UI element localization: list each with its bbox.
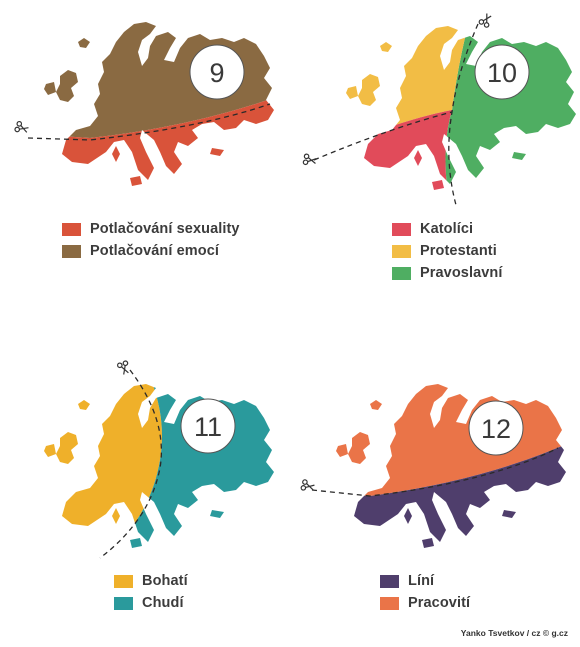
legend: Potlačování sexuality Potlačování emocí	[62, 218, 240, 262]
legend-swatch	[62, 244, 81, 258]
legend-item: Protestanti	[392, 240, 503, 262]
legend: Líní Pracovití	[380, 570, 470, 614]
panel-11: 11 Bohatí Chudí	[0, 340, 290, 630]
legend-label: Líní	[408, 573, 435, 589]
legend-label: Chudí	[142, 595, 184, 611]
europe-map-10: 10	[302, 11, 576, 206]
cut-line	[27, 103, 271, 141]
number-badge	[474, 44, 530, 100]
legend-label: Potlačování sexuality	[90, 221, 240, 237]
scissors-icon	[477, 11, 495, 29]
legend-swatch	[392, 266, 411, 280]
legend-swatch	[380, 596, 399, 610]
legend: Katolíci Protestanti Pravoslavní	[392, 218, 503, 284]
europe-map-11: 11	[44, 359, 274, 559]
panel-10: 10 Katolíci Protestanti Pravoslavní	[290, 0, 580, 300]
cut-line	[311, 447, 559, 497]
legend-item: Potlačování emocí	[62, 240, 240, 262]
legend-item: Pravoslavní	[392, 262, 503, 284]
legend-item: Pracovití	[380, 592, 470, 614]
legend-label: Pracovití	[408, 595, 471, 611]
legend-swatch	[114, 574, 133, 588]
credit: Yanko Tsvetkov / cz © g.cz	[460, 628, 568, 638]
panel-number: 9	[209, 58, 224, 88]
legend-label: Protestanti	[420, 243, 497, 259]
legend-swatch	[62, 222, 81, 236]
legend-swatch	[392, 222, 411, 236]
legend-item: Katolíci	[392, 218, 503, 240]
number-badge	[180, 398, 236, 454]
legend-swatch	[114, 596, 133, 610]
legend-item: Potlačování sexuality	[62, 218, 240, 240]
number-badge	[468, 400, 524, 456]
number-badge	[189, 44, 245, 100]
panel-12: 12 Líní Pracovití	[290, 340, 580, 630]
scissors-icon	[13, 120, 31, 136]
panel-9: 9 Potlačování sexuality Potlačování emoc…	[0, 0, 290, 300]
legend-item: Líní	[380, 570, 470, 592]
scissors-icon	[116, 359, 132, 377]
legend: Bohatí Chudí	[114, 570, 188, 614]
legend-label: Bohatí	[142, 573, 188, 589]
legend-item: Bohatí	[114, 570, 188, 592]
europe-map-9: 9	[13, 22, 274, 186]
legend-label: Potlačování emocí	[90, 243, 220, 259]
legend-label: Pravoslavní	[420, 265, 503, 281]
panel-number: 11	[194, 412, 222, 442]
europe-map-12: 12	[300, 384, 566, 548]
legend-item: Chudí	[114, 592, 188, 614]
cut-line	[313, 111, 453, 161]
legend-label: Katolíci	[420, 221, 474, 237]
legend-swatch	[392, 244, 411, 258]
cut-line	[99, 369, 163, 559]
panel-number: 10	[487, 58, 517, 88]
panel-number: 12	[481, 414, 511, 444]
legend-swatch	[380, 574, 399, 588]
cut-line	[448, 23, 479, 206]
